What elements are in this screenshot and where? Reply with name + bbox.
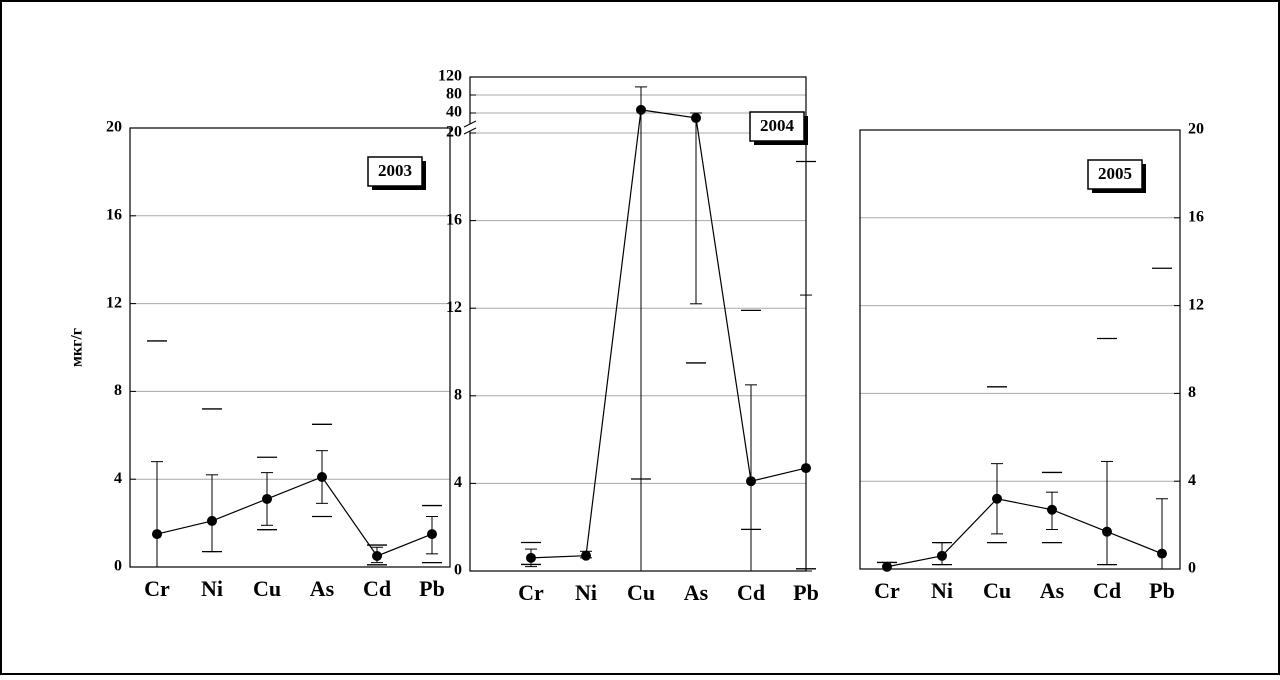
y-tick-label: 80 [446,86,462,103]
mean-point [801,463,811,474]
y-tick-label: 8 [114,382,122,399]
mean-point [882,561,892,572]
y-tick-label: 4 [114,470,122,487]
x-tick-label: Cr [874,578,900,603]
mean-point [152,529,162,540]
x-tick-label: Pb [1149,578,1175,603]
panel-title: 2004 [760,116,795,135]
plot-frame [129,127,451,568]
mean-point [1047,504,1057,515]
y-tick-label: 120 [438,68,462,85]
y-tick-label: 8 [1188,384,1196,401]
x-tick-label: Cu [627,580,655,605]
y-tick-label: 0 [454,562,462,579]
x-tick-label: As [310,576,335,601]
y-tick-label: 0 [1188,560,1196,577]
mean-line [886,498,1163,568]
y-tick-label: 4 [1188,472,1196,489]
x-tick-label: As [684,580,709,605]
x-tick-label: Cu [253,576,281,601]
mean-point [636,104,646,115]
y-tick-label: 16 [1188,208,1204,225]
x-tick-label: Pb [419,576,445,601]
x-tick-label: Cd [1093,578,1121,603]
axis-break-mark [463,120,477,128]
x-tick-label: Cd [737,580,765,605]
x-tick-label: Pb [793,580,819,605]
y-tick-label: 8 [454,386,462,403]
title-box [367,156,423,187]
y-tick-label: 12 [446,299,462,316]
y-tick-label: 20 [106,119,122,136]
mean-point [1157,548,1167,559]
x-tick-label: Cr [144,576,170,601]
plot-frame [859,129,1181,570]
y-tick-label: 12 [106,294,122,311]
mean-line [156,476,433,557]
panel-title: 2005 [1098,164,1132,183]
mean-point [372,551,382,562]
mean-point [581,550,591,561]
mean-point [746,476,756,487]
title-box [749,111,805,142]
y-tick-label: 20 [446,124,462,141]
axis-break-mark [463,127,477,135]
x-tick-label: Cu [983,578,1011,603]
mean-line [530,109,807,559]
y-tick-label: 12 [1188,296,1204,313]
mean-point [317,472,327,483]
y-axis-label: мкг/г [69,328,86,367]
title-box [1087,159,1143,190]
y-tick-label: 40 [446,104,462,121]
panel-title: 2003 [378,161,412,180]
x-tick-label: Cr [518,580,544,605]
mean-point [937,550,947,561]
x-tick-label: Ni [931,578,953,603]
y-tick-label: 4 [454,474,462,491]
mean-point [262,493,272,504]
mean-point [1102,526,1112,537]
y-tick-label: 16 [106,206,122,223]
mean-point [427,529,437,540]
mean-point [992,493,1002,504]
mean-point [207,515,217,526]
mean-point [691,112,701,123]
mean-point [526,552,536,563]
y-tick-label: 20 [1188,121,1204,138]
x-tick-label: Cd [363,576,391,601]
x-tick-label: Ni [575,580,597,605]
x-tick-label: Ni [201,576,223,601]
y-tick-label: 0 [114,558,122,575]
x-tick-label: As [1040,578,1065,603]
y-tick-label: 16 [446,211,462,228]
axis-break [464,124,476,131]
